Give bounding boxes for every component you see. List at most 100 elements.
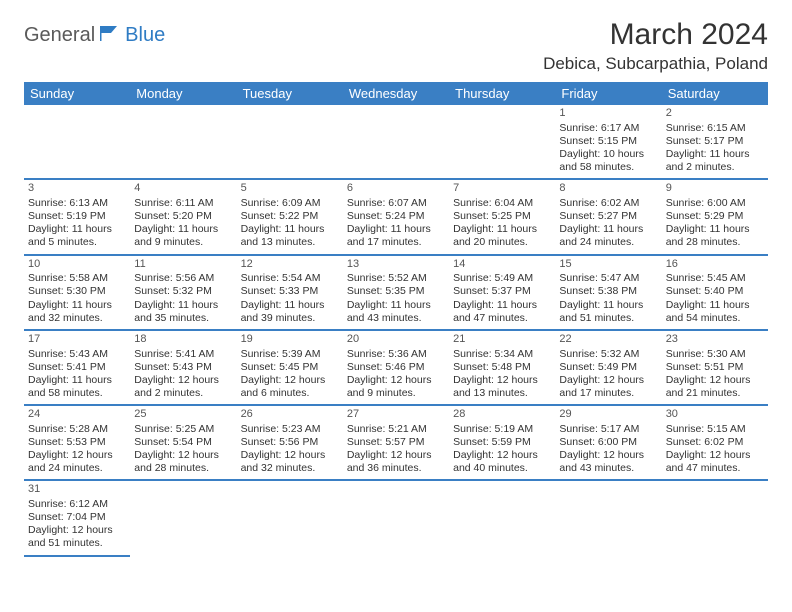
sunrise-text: Sunrise: 5:32 AM xyxy=(559,348,657,361)
day-number: 10 xyxy=(28,258,126,272)
sunset-text: Sunset: 5:15 PM xyxy=(559,135,657,148)
calendar-day-cell: 20Sunrise: 5:36 AMSunset: 5:46 PMDayligh… xyxy=(343,330,449,405)
sunrise-text: Sunrise: 6:17 AM xyxy=(559,122,657,135)
sunset-text: Sunset: 5:56 PM xyxy=(241,436,339,449)
sunset-text: Sunset: 5:33 PM xyxy=(241,285,339,298)
daylight-text: Daylight: 11 hours and 28 minutes. xyxy=(666,223,764,249)
calendar-day-cell: 24Sunrise: 5:28 AMSunset: 5:53 PMDayligh… xyxy=(24,405,130,480)
day-number: 5 xyxy=(241,182,339,196)
sunrise-text: Sunrise: 5:21 AM xyxy=(347,423,445,436)
sunrise-text: Sunrise: 5:45 AM xyxy=(666,272,764,285)
sunset-text: Sunset: 5:20 PM xyxy=(134,210,232,223)
calendar-week-row: 17Sunrise: 5:43 AMSunset: 5:41 PMDayligh… xyxy=(24,330,768,405)
calendar-day-cell: 2Sunrise: 6:15 AMSunset: 5:17 PMDaylight… xyxy=(662,105,768,179)
calendar-day-cell xyxy=(24,105,130,179)
sunrise-text: Sunrise: 6:15 AM xyxy=(666,122,764,135)
calendar-day-cell: 29Sunrise: 5:17 AMSunset: 6:00 PMDayligh… xyxy=(555,405,661,480)
day-number: 4 xyxy=(134,182,232,196)
calendar-day-cell: 31Sunrise: 6:12 AMSunset: 7:04 PMDayligh… xyxy=(24,480,130,555)
logo-text-blue: Blue xyxy=(125,24,165,47)
calendar-week-row: 10Sunrise: 5:58 AMSunset: 5:30 PMDayligh… xyxy=(24,255,768,330)
calendar-day-cell: 6Sunrise: 6:07 AMSunset: 5:24 PMDaylight… xyxy=(343,179,449,254)
calendar-day-cell xyxy=(555,480,661,555)
calendar-day-cell: 1Sunrise: 6:17 AMSunset: 5:15 PMDaylight… xyxy=(555,105,661,179)
calendar-day-cell: 22Sunrise: 5:32 AMSunset: 5:49 PMDayligh… xyxy=(555,330,661,405)
day-number: 22 xyxy=(559,333,657,347)
calendar-day-cell: 14Sunrise: 5:49 AMSunset: 5:37 PMDayligh… xyxy=(449,255,555,330)
location-subtitle: Debica, Subcarpathia, Poland xyxy=(543,54,768,74)
calendar-day-cell: 12Sunrise: 5:54 AMSunset: 5:33 PMDayligh… xyxy=(237,255,343,330)
daylight-text: Daylight: 11 hours and 20 minutes. xyxy=(453,223,551,249)
calendar-day-cell xyxy=(662,480,768,555)
day-number: 27 xyxy=(347,408,445,422)
day-number: 21 xyxy=(453,333,551,347)
daylight-text: Daylight: 10 hours and 58 minutes. xyxy=(559,148,657,174)
calendar-day-cell xyxy=(449,480,555,555)
calendar-week-row: 1Sunrise: 6:17 AMSunset: 5:15 PMDaylight… xyxy=(24,105,768,179)
sunset-text: Sunset: 5:25 PM xyxy=(453,210,551,223)
day-header: Wednesday xyxy=(343,82,449,105)
daylight-text: Daylight: 12 hours and 21 minutes. xyxy=(666,374,764,400)
calendar-week-row: 24Sunrise: 5:28 AMSunset: 5:53 PMDayligh… xyxy=(24,405,768,480)
daylight-text: Daylight: 11 hours and 43 minutes. xyxy=(347,299,445,325)
daylight-text: Daylight: 11 hours and 5 minutes. xyxy=(28,223,126,249)
day-number: 29 xyxy=(559,408,657,422)
sunset-text: Sunset: 5:38 PM xyxy=(559,285,657,298)
daylight-text: Daylight: 12 hours and 2 minutes. xyxy=(134,374,232,400)
sunrise-text: Sunrise: 5:17 AM xyxy=(559,423,657,436)
sunrise-text: Sunrise: 6:12 AM xyxy=(28,498,126,511)
sunrise-text: Sunrise: 5:15 AM xyxy=(666,423,764,436)
sunrise-text: Sunrise: 5:39 AM xyxy=(241,348,339,361)
day-number: 8 xyxy=(559,182,657,196)
sunrise-text: Sunrise: 6:11 AM xyxy=(134,197,232,210)
day-number: 3 xyxy=(28,182,126,196)
sunrise-text: Sunrise: 5:34 AM xyxy=(453,348,551,361)
logo: General Blue xyxy=(24,24,165,47)
sunrise-text: Sunrise: 6:13 AM xyxy=(28,197,126,210)
sunrise-text: Sunrise: 6:04 AM xyxy=(453,197,551,210)
day-number: 12 xyxy=(241,258,339,272)
calendar-day-cell: 25Sunrise: 5:25 AMSunset: 5:54 PMDayligh… xyxy=(130,405,236,480)
sunset-text: Sunset: 5:43 PM xyxy=(134,361,232,374)
sunset-text: Sunset: 5:22 PM xyxy=(241,210,339,223)
day-number: 26 xyxy=(241,408,339,422)
daylight-text: Daylight: 12 hours and 13 minutes. xyxy=(453,374,551,400)
sunrise-text: Sunrise: 5:49 AM xyxy=(453,272,551,285)
sunrise-text: Sunrise: 5:30 AM xyxy=(666,348,764,361)
daylight-text: Daylight: 12 hours and 17 minutes. xyxy=(559,374,657,400)
logo-text-general: General xyxy=(24,24,95,47)
calendar-day-cell: 27Sunrise: 5:21 AMSunset: 5:57 PMDayligh… xyxy=(343,405,449,480)
calendar-day-cell: 11Sunrise: 5:56 AMSunset: 5:32 PMDayligh… xyxy=(130,255,236,330)
calendar-day-cell: 5Sunrise: 6:09 AMSunset: 5:22 PMDaylight… xyxy=(237,179,343,254)
calendar-day-cell: 30Sunrise: 5:15 AMSunset: 6:02 PMDayligh… xyxy=(662,405,768,480)
sunset-text: Sunset: 5:48 PM xyxy=(453,361,551,374)
daylight-text: Daylight: 11 hours and 24 minutes. xyxy=(559,223,657,249)
day-number: 25 xyxy=(134,408,232,422)
calendar-day-cell xyxy=(130,105,236,179)
day-number: 16 xyxy=(666,258,764,272)
sunset-text: Sunset: 5:51 PM xyxy=(666,361,764,374)
calendar-day-cell: 26Sunrise: 5:23 AMSunset: 5:56 PMDayligh… xyxy=(237,405,343,480)
calendar-day-cell: 3Sunrise: 6:13 AMSunset: 5:19 PMDaylight… xyxy=(24,179,130,254)
daylight-text: Daylight: 11 hours and 13 minutes. xyxy=(241,223,339,249)
calendar-day-cell: 17Sunrise: 5:43 AMSunset: 5:41 PMDayligh… xyxy=(24,330,130,405)
sunrise-text: Sunrise: 5:23 AM xyxy=(241,423,339,436)
daylight-text: Daylight: 11 hours and 58 minutes. xyxy=(28,374,126,400)
sunset-text: Sunset: 5:59 PM xyxy=(453,436,551,449)
calendar-week-row: 31Sunrise: 6:12 AMSunset: 7:04 PMDayligh… xyxy=(24,480,768,555)
calendar-day-cell: 19Sunrise: 5:39 AMSunset: 5:45 PMDayligh… xyxy=(237,330,343,405)
sunrise-text: Sunrise: 5:28 AM xyxy=(28,423,126,436)
daylight-text: Daylight: 12 hours and 36 minutes. xyxy=(347,449,445,475)
sunrise-text: Sunrise: 6:02 AM xyxy=(559,197,657,210)
daylight-text: Daylight: 12 hours and 6 minutes. xyxy=(241,374,339,400)
sunrise-text: Sunrise: 5:25 AM xyxy=(134,423,232,436)
calendar-day-cell: 21Sunrise: 5:34 AMSunset: 5:48 PMDayligh… xyxy=(449,330,555,405)
calendar-day-cell: 7Sunrise: 6:04 AMSunset: 5:25 PMDaylight… xyxy=(449,179,555,254)
day-header: Tuesday xyxy=(237,82,343,105)
calendar-day-cell: 23Sunrise: 5:30 AMSunset: 5:51 PMDayligh… xyxy=(662,330,768,405)
calendar-day-cell: 9Sunrise: 6:00 AMSunset: 5:29 PMDaylight… xyxy=(662,179,768,254)
sunset-text: Sunset: 5:29 PM xyxy=(666,210,764,223)
sunrise-text: Sunrise: 5:52 AM xyxy=(347,272,445,285)
daylight-text: Daylight: 12 hours and 24 minutes. xyxy=(28,449,126,475)
daylight-text: Daylight: 11 hours and 2 minutes. xyxy=(666,148,764,174)
